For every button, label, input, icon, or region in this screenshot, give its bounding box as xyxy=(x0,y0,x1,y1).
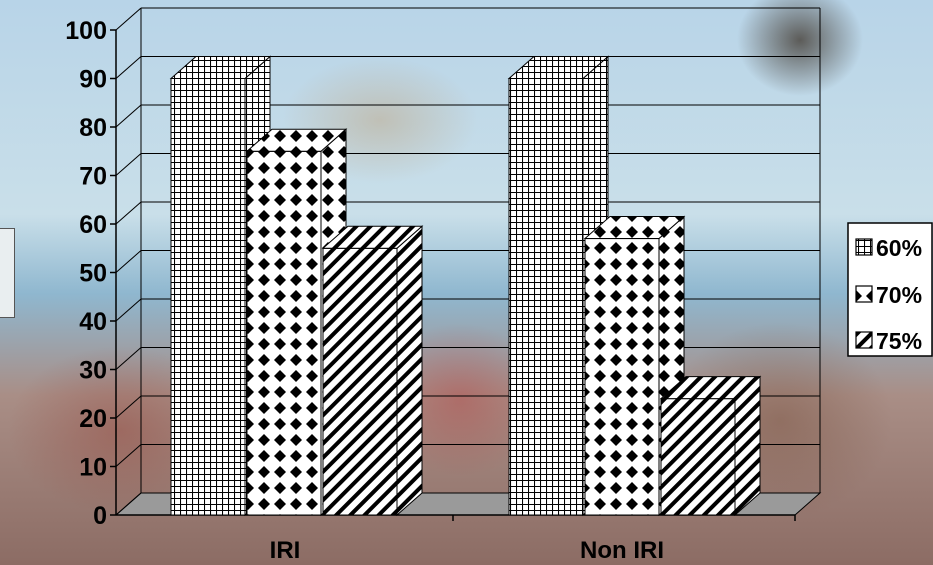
gridline-side xyxy=(115,444,142,467)
bar-top-face xyxy=(169,56,272,79)
bar-top-face xyxy=(583,216,686,240)
bar-front-outline xyxy=(584,238,660,516)
legend-label: 70% xyxy=(876,282,922,308)
bar-front-outline xyxy=(660,398,736,516)
y-tick-label: 50 xyxy=(79,260,107,288)
bar-front-face xyxy=(508,78,584,516)
gridline-side xyxy=(115,104,142,128)
bar xyxy=(321,225,424,517)
gridline-side xyxy=(115,56,142,79)
bar-front-face xyxy=(584,238,660,516)
bar-top-face xyxy=(245,128,348,152)
y-tick-label: 0 xyxy=(93,502,107,530)
bars xyxy=(169,55,762,517)
bar-front-outline xyxy=(322,247,398,516)
bar-side-face xyxy=(734,375,761,517)
bar-front-outline xyxy=(170,78,246,516)
legend-swatch xyxy=(855,285,873,303)
y-tick-label: 90 xyxy=(79,66,107,94)
bar-front-outline xyxy=(508,78,584,516)
legend: 60% 70% 75% xyxy=(847,222,933,357)
legend-label: 60% xyxy=(876,235,922,261)
legend-swatch xyxy=(855,238,873,256)
bar-top-face xyxy=(321,225,424,249)
side-text-box xyxy=(0,228,15,318)
y-tick-label: 70 xyxy=(79,163,107,191)
bar-front-face xyxy=(322,247,398,516)
legend-label: 75% xyxy=(876,328,922,354)
y-tick-label: 60 xyxy=(79,211,107,239)
gridline-side xyxy=(115,7,142,31)
legend-swatch xyxy=(855,331,873,349)
gridline-side xyxy=(115,250,142,273)
y-tick-label: 80 xyxy=(79,114,107,142)
y-tick-labels: 0 10 20 30 40 50 60 70 80 90 100 xyxy=(65,17,796,530)
y-tick-label: 10 xyxy=(79,454,107,482)
gridline-side xyxy=(115,201,142,225)
gridline-side xyxy=(115,298,142,322)
bar-front-outline xyxy=(246,150,322,516)
gridline-side xyxy=(115,492,142,516)
bar-top-face xyxy=(659,376,762,400)
y-tick-label: 20 xyxy=(79,405,107,433)
y-tick-label: 30 xyxy=(79,357,107,385)
bar-front-face xyxy=(170,78,246,516)
bar-top-face xyxy=(507,56,610,79)
category-label: Non IRI xyxy=(580,537,664,564)
gridline-side xyxy=(115,347,142,370)
bar xyxy=(245,128,348,517)
bar xyxy=(659,375,762,517)
category-label: IRI xyxy=(270,537,301,564)
y-tick-label: 40 xyxy=(79,308,107,336)
y-tick-label: 100 xyxy=(65,17,107,45)
category-labels: IRI Non IRI xyxy=(270,537,664,564)
gridline-side xyxy=(115,153,142,176)
bar-side-face xyxy=(396,225,423,517)
bar-front-face xyxy=(246,150,322,516)
gridline-side xyxy=(115,395,142,419)
